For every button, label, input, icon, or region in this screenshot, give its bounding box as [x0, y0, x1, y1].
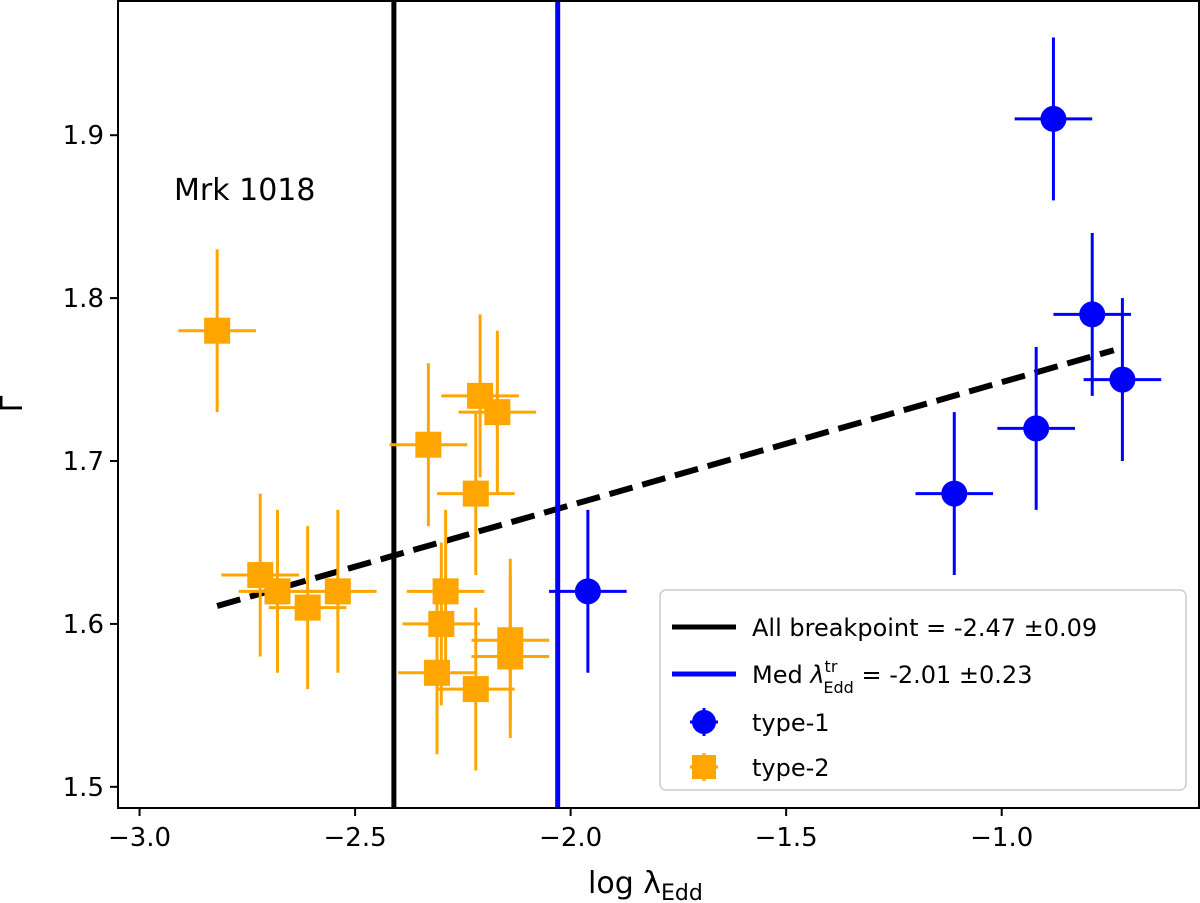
x-axis-label-subscript: Edd: [661, 881, 703, 903]
legend-label-0: All breakpoint = -2.47 ±0.09: [752, 614, 1097, 642]
x-tick-label: −2.5: [324, 823, 387, 853]
legend-label-2: type-1: [752, 709, 830, 737]
annotation-mrk1018: Mrk 1018: [174, 173, 315, 208]
type-2-point-7: [458, 330, 537, 494]
type-1-point-4: [915, 412, 994, 576]
vertical-lines-group: [391, 0, 561, 808]
legend-label-pre: Med: [752, 661, 810, 689]
axis-labels: log λEdd Γ: [0, 395, 703, 903]
type-1-marker: [1040, 105, 1067, 132]
type-2-marker: [324, 578, 351, 605]
type-1-point-0: [1014, 37, 1093, 201]
legend-label-superscript: tr: [825, 657, 838, 676]
type-2-point-11: [398, 591, 476, 755]
type-2-marker: [462, 480, 489, 507]
type-2-point-0: [178, 249, 256, 413]
type-2-marker: [415, 431, 442, 458]
type-2-marker: [204, 317, 231, 344]
type-2-point-9: [406, 509, 485, 673]
legend: All breakpoint = -2.47 ±0.09 Med λtr Edd =…: [659, 589, 1187, 791]
y-tick-label: 1.8: [63, 284, 104, 314]
y-axis-label: Γ: [0, 395, 30, 412]
x-axis-label: log λEdd: [588, 866, 703, 903]
plot-border: [117, 0, 1200, 809]
fit-line-group: [216, 347, 1115, 609]
type-1-point-3: [997, 346, 1075, 510]
data-points-group: [178, 37, 1162, 771]
type-2-marker: [423, 659, 450, 686]
legend-label-subscript: Edd: [823, 678, 853, 697]
legend-square-swatch: [692, 755, 716, 779]
type-2-marker: [497, 643, 524, 670]
legend-label-symbol: λ: [808, 661, 824, 689]
legend-circle-swatch: [692, 710, 716, 734]
y-tick-label: 1.5: [63, 773, 104, 803]
type-1-marker: [1023, 415, 1050, 442]
x-tick-label: −2.0: [539, 823, 602, 853]
type-1-point-2: [1083, 298, 1162, 462]
annotation-group: Mrk 1018: [174, 173, 315, 208]
legend-label-3: type-2: [752, 754, 830, 782]
y-axis: 1.5 1.6 1.7 1.8 1.9: [63, 121, 118, 803]
dashed-fit-line: [216, 347, 1115, 609]
type-2-point-8: [436, 412, 515, 576]
type-1-marker: [941, 480, 968, 507]
legend-label-1: Med λtr Edd = -2.01 ±0.23: [752, 657, 1032, 697]
type-2-marker: [294, 594, 321, 621]
type-2-point-14: [471, 575, 550, 738]
x-axis: −3.0 −2.5 −2.0 −1.5 −1.0: [108, 808, 1033, 853]
type-2-point-5: [389, 363, 468, 527]
type-2-point-3: [268, 526, 347, 690]
type-1-marker: [1109, 366, 1136, 393]
type-2-marker: [264, 578, 291, 605]
type-2-point-4: [299, 509, 377, 673]
type-2-marker: [462, 676, 489, 703]
type-1-point-1: [1053, 232, 1132, 396]
type-2-marker: [428, 610, 455, 637]
y-tick-label: 1.7: [63, 447, 104, 477]
type-1-point-5: [549, 509, 627, 673]
y-tick-label: 1.9: [63, 121, 104, 151]
type-2-point-12: [436, 607, 515, 771]
y-tick-label: 1.6: [63, 610, 104, 640]
type-2-point-6: [441, 314, 519, 478]
type-2-point-1: [221, 493, 300, 657]
x-tick-label: −1.5: [755, 823, 818, 853]
type-1-marker: [574, 578, 601, 605]
type-2-marker: [484, 399, 511, 426]
x-tick-label: −3.0: [108, 823, 171, 853]
type-1-marker: [1079, 301, 1106, 328]
x-tick-label: −1.0: [970, 823, 1033, 853]
plot-frame: [117, 0, 1200, 809]
legend-label-post: = -2.01 ±0.23: [854, 661, 1033, 689]
x-axis-label-main: log λ: [588, 866, 661, 901]
legend-box: [659, 589, 1187, 791]
